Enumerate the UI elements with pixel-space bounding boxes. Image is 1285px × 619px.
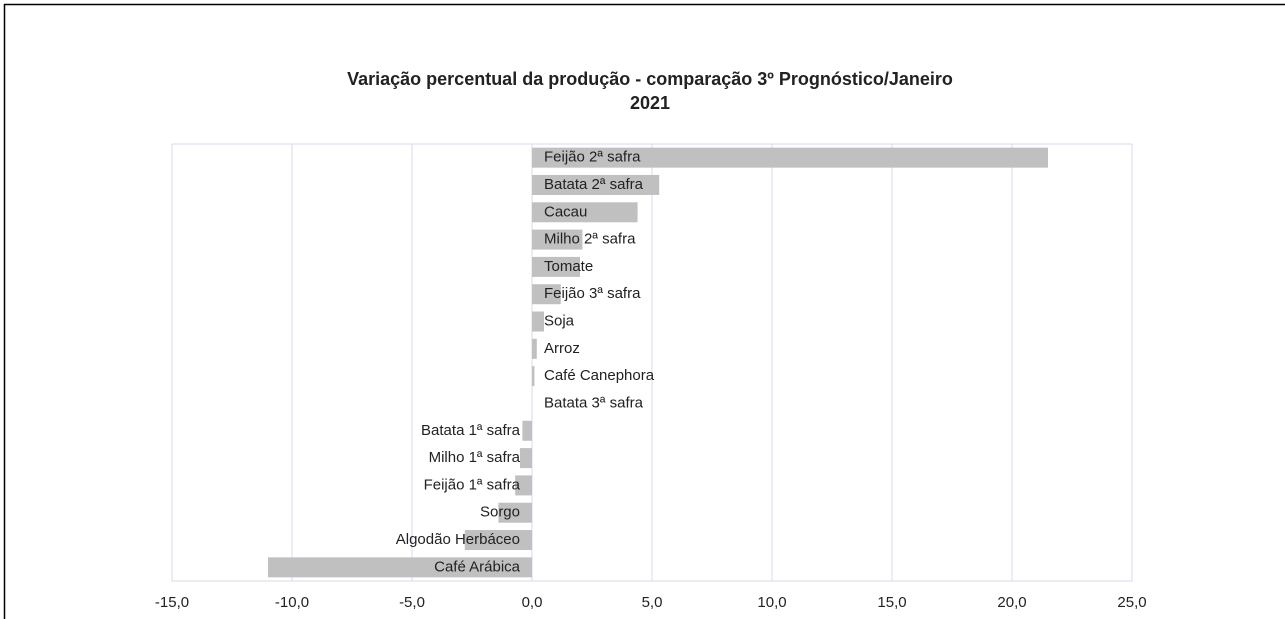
bar <box>522 420 532 441</box>
bar <box>532 202 638 223</box>
category-label: Batata 1ª safra <box>421 422 521 439</box>
bar <box>268 557 532 578</box>
bar <box>532 147 1048 168</box>
bar <box>532 311 544 332</box>
x-tick-label: 15,0 <box>877 594 906 611</box>
bar <box>532 256 580 277</box>
category-label: Tomate <box>544 258 593 275</box>
x-tick-label: -10,0 <box>275 594 309 611</box>
category-label: Batata 3ª safra <box>544 394 644 411</box>
bar <box>532 338 537 359</box>
category-label: Soja <box>544 313 575 330</box>
chart-title: 2021 <box>630 93 670 113</box>
category-label: Feijão 2ª safra <box>544 149 641 166</box>
bar <box>498 502 532 523</box>
bar <box>464 530 532 551</box>
x-tick-label: 0,0 <box>522 594 543 611</box>
category-label: Cacau <box>544 203 587 220</box>
x-tick-label: 20,0 <box>997 594 1026 611</box>
x-tick-label: 25,0 <box>1117 594 1146 611</box>
bar <box>532 366 535 387</box>
category-label: Arroz <box>544 340 580 357</box>
category-label: Café Arábica <box>434 558 521 575</box>
chart-title: Variação percentual da produção - compar… <box>347 69 953 89</box>
category-label: Café Canephora <box>544 367 655 384</box>
x-tick-label: 10,0 <box>757 594 786 611</box>
category-label: Feijão 1ª safra <box>424 476 521 493</box>
bar <box>532 229 583 250</box>
bar <box>532 284 561 305</box>
bar <box>520 448 532 469</box>
category-label: Feijão 3ª safra <box>544 285 641 302</box>
category-label: Algodão Herbáceo <box>396 531 520 548</box>
x-tick-label: 5,0 <box>642 594 663 611</box>
bar <box>532 174 660 195</box>
x-tick-label: -5,0 <box>399 594 425 611</box>
category-label: Milho 2ª safra <box>544 231 636 248</box>
category-label: Sorgo <box>480 504 520 521</box>
bar <box>515 475 532 496</box>
category-label: Batata 2ª safra <box>544 176 644 193</box>
category-label: Milho 1ª safra <box>429 449 521 466</box>
x-tick-label: -15,0 <box>155 594 189 611</box>
